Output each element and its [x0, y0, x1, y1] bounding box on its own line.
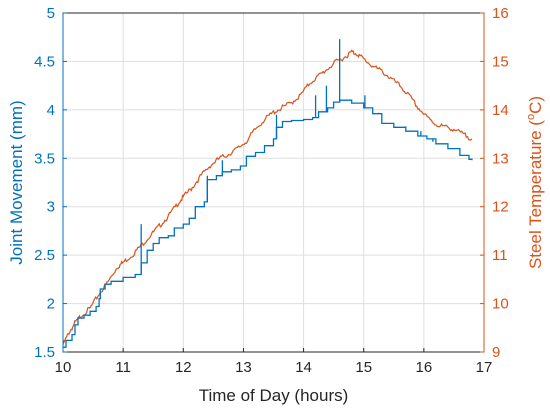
y-left-tick-label: 4: [47, 102, 55, 119]
y-right-tick-label: 14: [492, 102, 509, 119]
y-left-tick-label: 5: [47, 5, 55, 22]
y-right-tick-label: 15: [492, 53, 509, 70]
x-tick-label: 14: [295, 359, 312, 376]
x-tick-label: 13: [235, 359, 252, 376]
x-tick-label: 17: [476, 359, 493, 376]
x-tick-label: 15: [355, 359, 372, 376]
ticks: 10 11 12 13 14 15 16 17 1.5 2 2.5 3 3.5 4 4.5 5 9 10 11 12 1…: [34, 5, 509, 376]
y-right-axis-title-unit: C): [526, 96, 545, 114]
y-left-tick-label: 2: [47, 296, 55, 313]
y-right-tick-label: 16: [492, 5, 509, 22]
y-right-tick-label: 12: [492, 199, 509, 216]
x-tick-label: 12: [175, 359, 192, 376]
y-left-tick-label: 3.5: [34, 150, 55, 167]
y-right-tick-label: 11: [492, 247, 508, 264]
x-tick-label: 16: [416, 359, 433, 376]
y-right-tick-label: 13: [492, 150, 509, 167]
axes-box: [62, 12, 485, 353]
y-left-axis-title: Joint Movement (mm): [7, 100, 26, 264]
y-left-tick-label: 1.5: [34, 344, 55, 361]
y-right-tick-label: 9: [492, 344, 500, 361]
x-axis-title: Time of Day (hours): [199, 386, 349, 405]
y-right-axis-title-main: Steel Temperature (: [526, 120, 545, 269]
y-left-tick-label: 3: [47, 199, 55, 216]
series-layer: [62, 39, 473, 348]
y-left-tick-label: 2.5: [34, 247, 55, 264]
y-right-axis-title: Steel Temperature (oC): [525, 96, 545, 269]
y-right-axis-title-degree: o: [525, 114, 537, 120]
y-left-tick-label: 4.5: [34, 53, 55, 70]
grid: [63, 13, 484, 352]
x-tick-label: 10: [55, 359, 72, 376]
y-right-tick-label: 10: [492, 296, 509, 313]
series-steel-temperature: [62, 49, 473, 345]
x-tick-label: 11: [115, 359, 131, 376]
series-joint-movement: [63, 99, 473, 348]
